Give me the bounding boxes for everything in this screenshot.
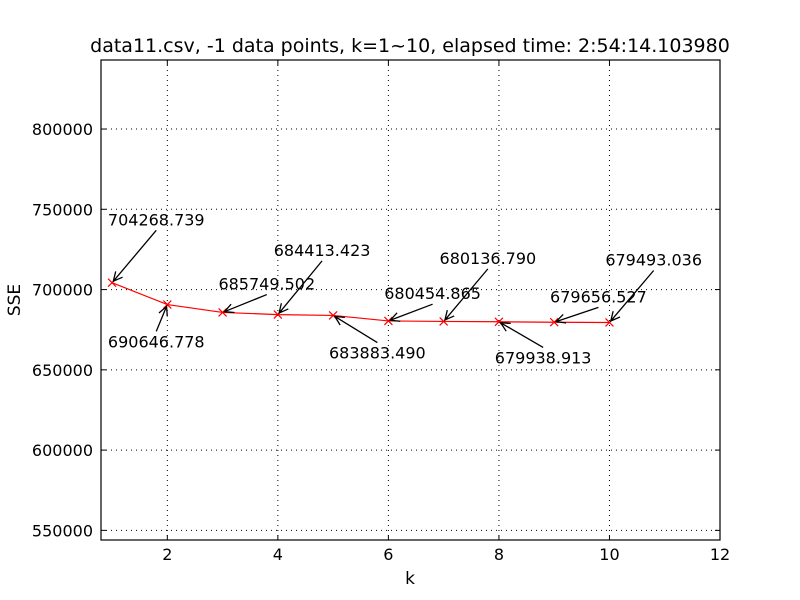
annotation-label: 685749.502: [218, 275, 315, 294]
annotation-arrow: [334, 315, 378, 344]
x-tick-label: 12: [710, 545, 730, 564]
annotation-arrowhead: [278, 303, 289, 315]
chart-title: data11.csv, -1 data points, k=1~10, elap…: [90, 35, 730, 57]
data-point-marker: [218, 308, 228, 317]
annotation-label: 690646.778: [108, 332, 205, 351]
x-tick-label: 4: [273, 545, 283, 564]
series-line: [111, 282, 610, 324]
y-tick-label: 650000: [32, 361, 93, 380]
data-point-marker: [549, 317, 559, 327]
annotation-label: 680136.790: [440, 249, 537, 268]
y-tick-label: 750000: [32, 200, 93, 219]
x-tick-label: 8: [494, 545, 504, 564]
annotation-label: 683883.490: [329, 344, 426, 363]
annotation-arrow: [390, 303, 433, 321]
annotation-arrowhead: [499, 322, 511, 332]
annotation-arrowhead: [112, 271, 123, 283]
annotation-arrowhead: [554, 314, 567, 324]
series-layer: [107, 278, 614, 327]
ticks-layer: 2 4 6 8 10 12 550000 600000 650000 700000 750000 80…: [32, 60, 730, 564]
annotation-arrow: [555, 306, 599, 323]
annotation-arrow: [112, 229, 157, 282]
annotation-arrow: [155, 306, 168, 332]
annotation-label: 684413.423: [274, 241, 371, 260]
annotation-label: 680454.865: [384, 284, 481, 303]
x-tick-label: 6: [383, 545, 393, 564]
annotation-arrowhead: [444, 309, 455, 322]
annotation-arrow: [500, 322, 544, 348]
x-tick-label: 10: [599, 545, 619, 564]
x-axis-label: k: [405, 569, 415, 589]
annotation-arrowhead: [223, 303, 235, 314]
y-tick-label: 550000: [32, 521, 93, 540]
annotation-arrowhead: [388, 312, 401, 322]
annotation-label: 679493.036: [605, 250, 702, 269]
y-tick-label: 700000: [32, 281, 93, 300]
grid-layer: [101, 60, 720, 540]
plot-frame: [100, 59, 721, 541]
annotation-arrowhead: [333, 315, 345, 326]
x-tick-label: 2: [162, 545, 172, 564]
annotation-arrowhead: [609, 311, 621, 323]
annotation-label: 679938.913: [495, 348, 592, 367]
y-tick-label: 600000: [32, 441, 93, 460]
annotation-arrow: [224, 293, 268, 313]
annotation-arrow: [610, 270, 655, 322]
y-axis-label: SSE: [5, 284, 25, 316]
annotation-label: 704268.739: [108, 210, 205, 229]
annotation-arrow: [278, 260, 323, 314]
annotation-layer: 704268.739 690646.778 685749.502 684413.423…: [108, 210, 702, 367]
y-tick-label: 800000: [32, 120, 93, 139]
data-point-marker: [383, 316, 393, 326]
annotation-arrow: [444, 268, 489, 321]
annotation-label: 679656.527: [550, 287, 647, 306]
annotation-arrowhead: [158, 305, 168, 317]
